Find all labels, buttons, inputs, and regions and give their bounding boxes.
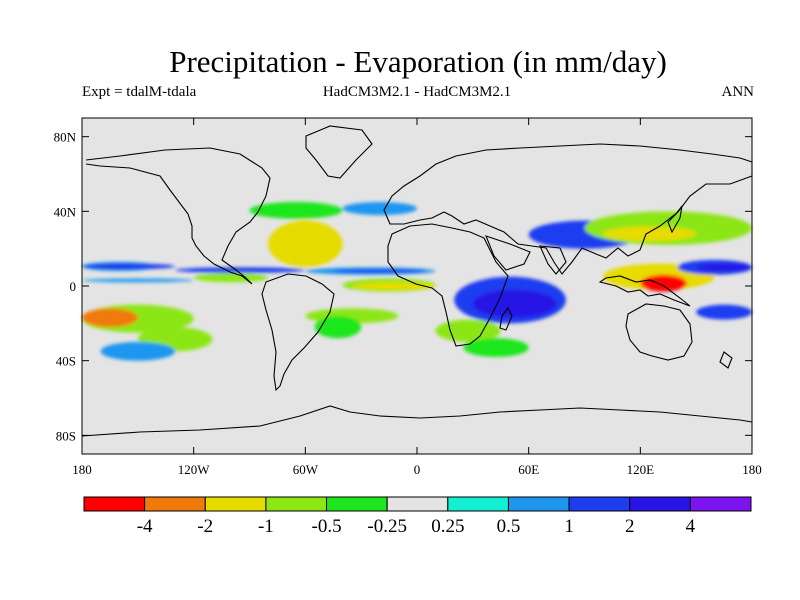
coast-australia — [625, 303, 693, 361]
colorbar: -4 -2 -1 -0.5 -0.25 0.25 0.5 1 2 4 — [83, 496, 752, 537]
colorbar-label: -0.25 — [367, 516, 407, 537]
y-tick-label: 40N — [54, 204, 77, 219]
field-region-17 — [463, 338, 529, 357]
field-region-5 — [193, 272, 269, 283]
y-tick-label: 40S — [56, 354, 76, 369]
x-tick-label: 180 — [742, 462, 762, 477]
x-axis: 180 120W 60W 0 60E 120E 180 — [72, 118, 762, 477]
y-tick-label: 80N — [54, 130, 77, 145]
x-tick-label: 180 — [72, 462, 92, 477]
field-region-24 — [640, 274, 687, 292]
field-region-26 — [696, 263, 752, 272]
subtitle-models: HadCM3M2.1 - HadCM3M2.1 — [322, 84, 512, 100]
subtitle-season: ANN — [721, 84, 755, 100]
field-region-30 — [342, 202, 417, 216]
colorbar-box — [326, 496, 388, 512]
field-region-19 — [314, 315, 362, 339]
field-region-22 — [603, 226, 697, 242]
x-tick-label: 120E — [627, 462, 655, 477]
y-tick-label: 80S — [56, 428, 76, 443]
chart-title: Precipitation - Evaporation (in mm/day) — [169, 44, 667, 79]
colorbar-label: -0.5 — [312, 516, 342, 537]
colorbar-label: 4 — [686, 516, 696, 537]
x-tick-label: 60E — [518, 462, 539, 477]
colorbar-label: 1 — [564, 516, 574, 537]
field-region-3 — [82, 278, 194, 283]
coast-new-zealand — [719, 351, 733, 369]
colorbar-box — [689, 496, 752, 512]
coast-south-america — [261, 273, 335, 392]
colorbar-label: 0.25 — [431, 516, 464, 537]
field-region-27 — [696, 304, 752, 320]
coast-madagascar — [499, 306, 513, 331]
coastline-layer — [81, 125, 753, 437]
colorbar-box — [447, 496, 509, 512]
colorbar-box — [629, 496, 691, 512]
colorbar-box — [265, 496, 328, 512]
colorbar-label: -2 — [197, 516, 213, 537]
field-region-9 — [351, 282, 436, 290]
y-axis: 80N 40N 0 40S 80S — [54, 130, 752, 443]
coast-maritime-continent — [598, 275, 691, 307]
coast-north-america — [85, 147, 271, 285]
coast-greenland — [305, 125, 373, 179]
x-tick-label: 120W — [178, 462, 211, 477]
subtitle-experiment: Expt = tdalM-tdala — [82, 84, 197, 100]
coast-arabia-india — [485, 235, 567, 275]
colorbar-box — [568, 496, 631, 512]
colorbar-box — [144, 496, 206, 512]
coast-japan — [667, 205, 683, 234]
colorbar-box — [83, 496, 146, 512]
field-region-13 — [100, 342, 176, 361]
colorbar-label: -4 — [137, 516, 153, 537]
field-region-11 — [82, 308, 138, 328]
colorbar-box — [507, 496, 570, 512]
field-region-29 — [249, 202, 343, 219]
y-tick-label: 0 — [70, 279, 77, 294]
field-region-2 — [91, 264, 138, 268]
x-tick-label: 60W — [293, 462, 319, 477]
coast-eurasia — [383, 143, 753, 275]
colorbar-label: 2 — [625, 516, 635, 537]
field-region-7 — [333, 269, 427, 273]
field-region-4 — [175, 267, 306, 273]
x-tick-label: 0 — [414, 462, 421, 477]
coast-antarctica — [81, 405, 753, 437]
colorbar-label: 0.5 — [497, 516, 521, 537]
colorbar-box — [204, 496, 267, 512]
field-region-28 — [268, 220, 343, 268]
colorbar-label: -1 — [258, 516, 274, 537]
coast-africa — [387, 223, 509, 347]
field-region-15 — [472, 289, 557, 318]
colorbar-box — [386, 496, 449, 512]
